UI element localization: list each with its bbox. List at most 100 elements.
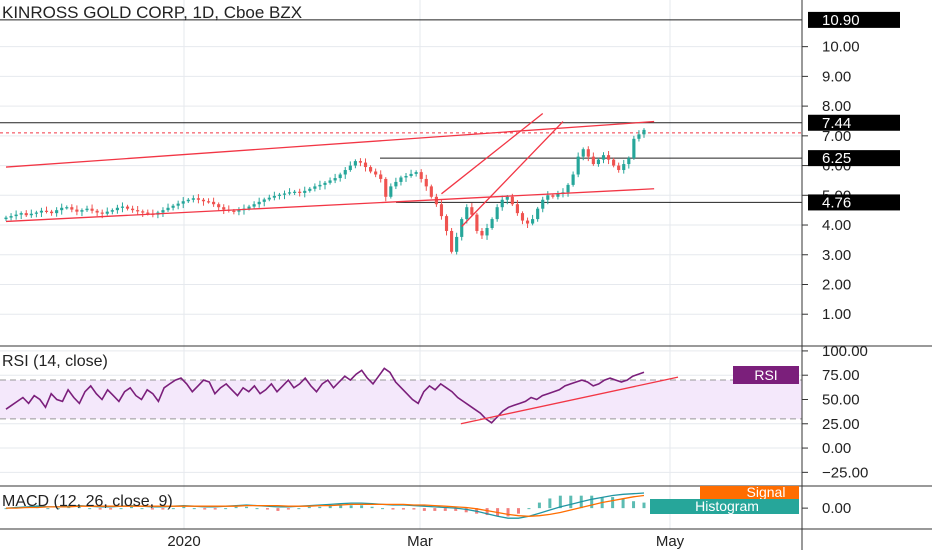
candle-body xyxy=(622,164,626,171)
candle-body xyxy=(110,210,114,212)
candle-body xyxy=(632,138,636,159)
rsi-tick-label: 0.00 xyxy=(822,440,851,457)
candle-body xyxy=(576,156,580,175)
price-tick-label: 8.00 xyxy=(822,98,851,115)
candle-body xyxy=(206,201,211,203)
price-level-label: 4.76 xyxy=(822,194,851,211)
histogram-bar xyxy=(140,508,144,510)
price-level-label: 10.90 xyxy=(822,12,860,29)
histogram-bar xyxy=(485,508,489,516)
histogram-bar xyxy=(391,508,395,510)
histogram-bar xyxy=(621,498,625,509)
candle-body xyxy=(24,213,28,216)
candle-body xyxy=(34,212,38,214)
histogram-bar xyxy=(381,508,385,510)
candle-body xyxy=(252,204,256,207)
candle-body xyxy=(556,193,560,197)
histogram-bar xyxy=(328,505,332,509)
candle-body xyxy=(303,190,307,193)
candle-body xyxy=(606,155,611,160)
candle-body xyxy=(293,191,297,193)
candle-body xyxy=(70,207,74,210)
histogram-bar xyxy=(307,506,311,509)
histogram-bar xyxy=(412,508,416,510)
candle-body xyxy=(161,210,165,213)
candle-body xyxy=(384,178,388,197)
candle-body xyxy=(434,196,438,205)
candle-body xyxy=(465,207,469,220)
trend-line-long-lower xyxy=(5,188,655,223)
rsi-pane xyxy=(0,367,802,425)
candle-body xyxy=(95,210,99,213)
histogram-bar xyxy=(98,508,102,510)
trend-lines[interactable] xyxy=(5,113,655,227)
candle-body xyxy=(546,195,550,200)
price-axis[interactable]: 10.009.008.007.006.005.004.003.002.001.0… xyxy=(802,11,900,517)
candle-body xyxy=(212,201,216,205)
candle-body xyxy=(90,208,94,211)
candle-body xyxy=(343,170,347,175)
rsi-tick-label: 100.00 xyxy=(822,343,868,360)
histogram-bar xyxy=(454,508,458,511)
histogram-bar xyxy=(611,497,615,509)
candle-body xyxy=(510,196,514,205)
candle-body xyxy=(333,178,337,181)
candle-body xyxy=(399,177,403,182)
histogram-bar xyxy=(213,508,217,510)
candle-body xyxy=(115,207,119,211)
histogram-bar xyxy=(150,508,154,510)
histogram-bar xyxy=(537,502,541,509)
candle-body xyxy=(191,198,195,200)
candle-body xyxy=(9,216,13,218)
candle-body xyxy=(505,196,509,200)
candle-body xyxy=(105,211,109,214)
candle-body xyxy=(455,236,459,252)
candle-body xyxy=(287,192,292,194)
candle-body xyxy=(515,204,519,214)
signal-badge xyxy=(700,486,799,499)
candle-body xyxy=(353,161,357,166)
x-tick-label: May xyxy=(656,533,685,550)
candle-body xyxy=(596,159,600,165)
candle-body xyxy=(642,129,646,135)
histogram-bar xyxy=(632,501,636,509)
candle-body xyxy=(414,172,418,174)
candle-body xyxy=(247,206,251,209)
histogram-bar xyxy=(506,508,510,517)
candle-body xyxy=(404,175,408,178)
histogram-bar xyxy=(360,505,364,509)
candle-body xyxy=(637,134,641,139)
histogram-bar xyxy=(527,508,531,510)
histogram-bar xyxy=(286,508,290,510)
price-level-badge xyxy=(808,194,900,211)
histogram-bar xyxy=(109,508,113,510)
histogram-bar xyxy=(548,498,552,509)
candle-body xyxy=(571,174,575,185)
candle-body xyxy=(146,212,150,214)
histogram-bar xyxy=(516,508,520,514)
candle-body xyxy=(601,155,606,160)
candle-body xyxy=(80,210,84,212)
candle-body xyxy=(262,199,266,202)
candle-body xyxy=(298,191,302,193)
candle-body xyxy=(19,213,23,215)
candle-body xyxy=(60,207,64,211)
chart-title: KINROSS GOLD CORP, 1D, Cboe BZX xyxy=(2,3,302,22)
candle-body xyxy=(55,210,59,214)
candle-body xyxy=(44,210,49,212)
candle-body xyxy=(439,204,444,217)
candle-body xyxy=(39,210,44,213)
candle-body xyxy=(348,165,352,171)
histogram-bar xyxy=(318,506,322,509)
candle-body xyxy=(328,180,332,183)
histogram-bar xyxy=(558,495,562,509)
histogram-bar xyxy=(192,508,196,510)
candle-body xyxy=(444,216,449,231)
price-level-badge xyxy=(808,150,900,167)
histogram-bar xyxy=(297,508,301,510)
trend-line-channel-lower xyxy=(461,121,564,227)
candle-body xyxy=(201,199,206,202)
rsi-tick-label: −25.00 xyxy=(822,464,868,481)
